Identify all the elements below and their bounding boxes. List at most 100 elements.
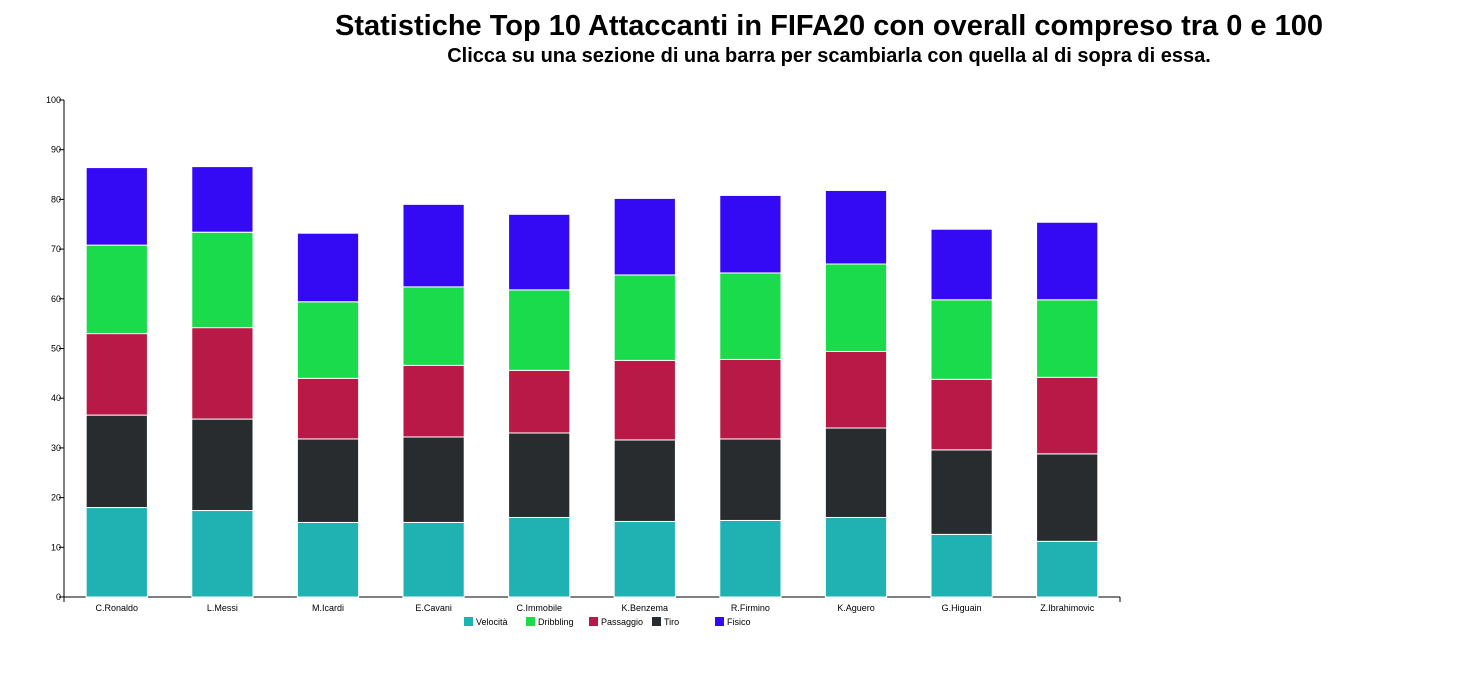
- bar-segment[interactable]: [613, 520, 676, 598]
- y-tick-label: 10: [51, 542, 61, 552]
- legend-swatch: [526, 617, 535, 626]
- bar-stack: [824, 189, 888, 598]
- bar-segment[interactable]: [719, 438, 782, 521]
- bar-segment[interactable]: [613, 359, 676, 441]
- bar-stack: [930, 228, 993, 598]
- y-tick-label: 100: [46, 95, 61, 105]
- y-tick-label: 20: [51, 493, 61, 503]
- bar-stack: [508, 213, 571, 598]
- bar-segment[interactable]: [508, 213, 571, 291]
- x-tick-label: L.Messi: [207, 603, 238, 613]
- y-tick-label: 50: [51, 344, 61, 354]
- bar-segment[interactable]: [613, 439, 676, 522]
- legend-label: Passaggio: [601, 617, 643, 627]
- legend-swatch: [715, 617, 724, 626]
- x-tick-label: C.Immobile: [516, 603, 562, 613]
- bar-segment[interactable]: [613, 274, 676, 361]
- bar-segment[interactable]: [824, 350, 888, 429]
- bar-stack: [719, 194, 782, 598]
- x-axis: C.Ronaldo L.Messi M.Icardi E.Cavani C.Immobi…: [63, 596, 1121, 613]
- bar-segment[interactable]: [402, 203, 465, 288]
- bar-segment[interactable]: [930, 378, 993, 451]
- legend-item: Velocità: [464, 617, 508, 627]
- bar-segment[interactable]: [508, 432, 571, 518]
- bar-segment[interactable]: [85, 333, 148, 416]
- bar-segment[interactable]: [930, 228, 993, 301]
- bar-segment[interactable]: [508, 516, 571, 598]
- bar-segment[interactable]: [296, 232, 360, 303]
- bar-stack: [191, 166, 254, 598]
- y-tick-label: 30: [51, 443, 61, 453]
- bar-segment[interactable]: [824, 516, 888, 598]
- legend-label: Dribbling: [538, 617, 574, 627]
- bar-stack: [1036, 221, 1099, 598]
- bar-stack: [402, 203, 465, 598]
- bar-segment[interactable]: [930, 449, 993, 535]
- bar-segment[interactable]: [85, 507, 148, 598]
- bar-segment[interactable]: [191, 418, 254, 512]
- bar-stack: [85, 167, 148, 598]
- x-tick-label: G.Higuain: [942, 603, 982, 613]
- bar-segment[interactable]: [296, 521, 360, 598]
- chart-subtitle: Clicca su una sezione di una barra per s…: [447, 45, 1211, 67]
- chart-title: Statistiche Top 10 Attaccanti in FIFA20 …: [335, 10, 1323, 42]
- y-tick-label: 60: [51, 294, 61, 304]
- bar-segment[interactable]: [719, 194, 782, 274]
- bar-segment[interactable]: [296, 377, 360, 440]
- bar-segment[interactable]: [1036, 376, 1099, 455]
- bar-segment[interactable]: [930, 533, 993, 598]
- x-tick-label: K.Benzema: [622, 603, 669, 613]
- bar-segment[interactable]: [85, 167, 148, 246]
- legend-item: Dribbling: [526, 617, 574, 627]
- bar-segment[interactable]: [191, 166, 254, 233]
- bar-segment[interactable]: [296, 301, 360, 379]
- legend-item: Fisico: [715, 617, 751, 627]
- bar-segment[interactable]: [508, 289, 571, 371]
- x-tick-label: K.Aguero: [837, 603, 875, 613]
- legend-swatch: [464, 617, 473, 626]
- legend-item: Passaggio: [589, 617, 643, 627]
- x-tick-label: M.Icardi: [312, 603, 344, 613]
- bars: [85, 166, 1099, 598]
- bar-segment[interactable]: [402, 286, 465, 366]
- bar-segment[interactable]: [85, 414, 148, 509]
- bar-segment[interactable]: [1036, 299, 1099, 378]
- legend-item: Tiro: [652, 617, 679, 627]
- bar-segment[interactable]: [719, 272, 782, 360]
- bar-segment[interactable]: [402, 521, 465, 598]
- bar-segment[interactable]: [191, 510, 254, 598]
- bar-segment[interactable]: [719, 519, 782, 598]
- bar-stack: [296, 232, 360, 598]
- bar-segment[interactable]: [85, 244, 148, 335]
- x-tick-label: Z.Ibrahimovic: [1040, 603, 1095, 613]
- y-tick-label: 0: [56, 592, 61, 602]
- legend-label: Velocità: [476, 617, 508, 627]
- bar-segment[interactable]: [296, 438, 360, 523]
- bar-segment[interactable]: [1036, 540, 1099, 598]
- y-tick-label: 70: [51, 244, 61, 254]
- bar-segment[interactable]: [1036, 221, 1099, 301]
- bar-segment[interactable]: [1036, 453, 1099, 542]
- bar-segment[interactable]: [191, 327, 254, 420]
- bar-segment[interactable]: [613, 197, 676, 276]
- x-tick-label: C.Ronaldo: [96, 603, 139, 613]
- bar-segment[interactable]: [824, 427, 888, 518]
- legend: Velocità Dribbling Passaggio Tiro Fisico: [464, 617, 751, 627]
- y-tick-label: 90: [51, 145, 61, 155]
- bar-segment[interactable]: [824, 263, 888, 352]
- bar-segment[interactable]: [719, 358, 782, 440]
- bar-segment[interactable]: [191, 231, 254, 329]
- y-axis: 0 10 20 30 40 50 60 70 80 90 100: [46, 95, 65, 602]
- bar-segment[interactable]: [402, 436, 465, 523]
- bar-stack: [613, 197, 676, 598]
- bar-segment[interactable]: [508, 369, 571, 434]
- legend-label: Fisico: [727, 617, 751, 627]
- bar-segment[interactable]: [402, 364, 465, 438]
- bar-segment[interactable]: [930, 299, 993, 380]
- y-tick-label: 40: [51, 393, 61, 403]
- legend-label: Tiro: [664, 617, 679, 627]
- x-tick-label: R.Firmino: [731, 603, 770, 613]
- bar-segment[interactable]: [824, 189, 888, 265]
- legend-swatch: [589, 617, 598, 626]
